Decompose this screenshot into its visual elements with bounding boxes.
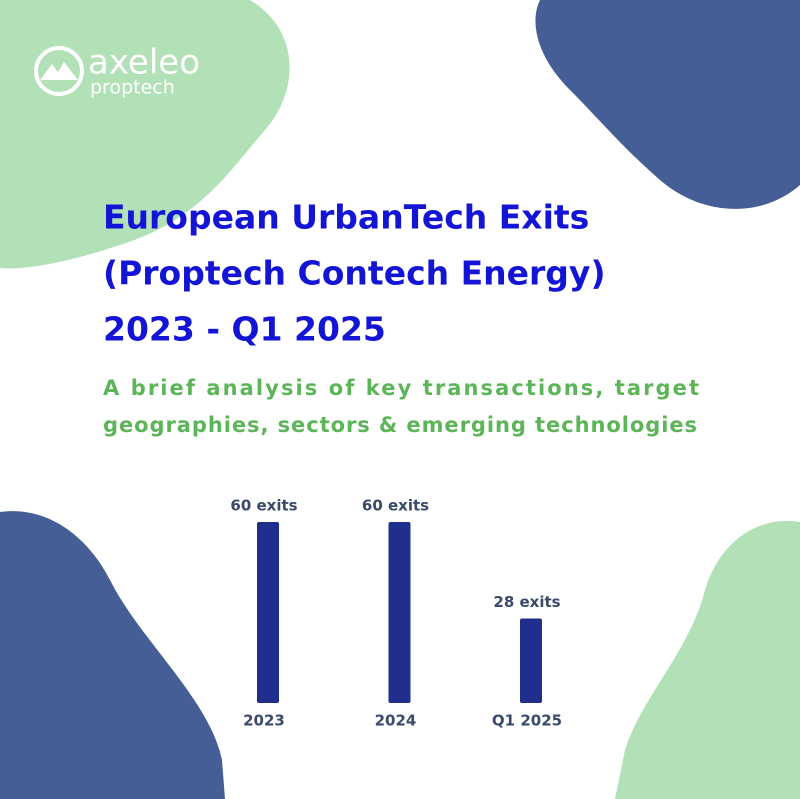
- blob: [0, 0, 290, 269]
- logo-tagline: proptech: [90, 77, 175, 99]
- subtitle-line: geographies, sectors & emerging technolo…: [103, 413, 697, 437]
- logo-name: axeleo: [88, 43, 200, 83]
- title-line: (Proptech Contech Energy): [103, 254, 606, 293]
- title-line: European UrbanTech Exits: [103, 198, 589, 237]
- x-tick-label: Q1 2025: [492, 712, 562, 730]
- value-label: 60 exits: [362, 497, 429, 515]
- blob: [615, 520, 800, 799]
- title-line: 2023 - Q1 2025: [103, 310, 386, 349]
- value-label: 60 exits: [230, 497, 297, 515]
- blob: [535, 0, 800, 209]
- logo: axeleo proptech: [34, 43, 200, 99]
- x-tick-label: 2024: [375, 712, 417, 730]
- bar: [257, 522, 279, 703]
- bar: [388, 522, 411, 703]
- bar: [520, 618, 542, 703]
- value-label: 28 exits: [493, 593, 560, 611]
- blob: [0, 511, 225, 799]
- subtitle-line: A brief analysis of key transactions, ta…: [103, 376, 699, 400]
- x-tick-label: 2023: [243, 712, 285, 730]
